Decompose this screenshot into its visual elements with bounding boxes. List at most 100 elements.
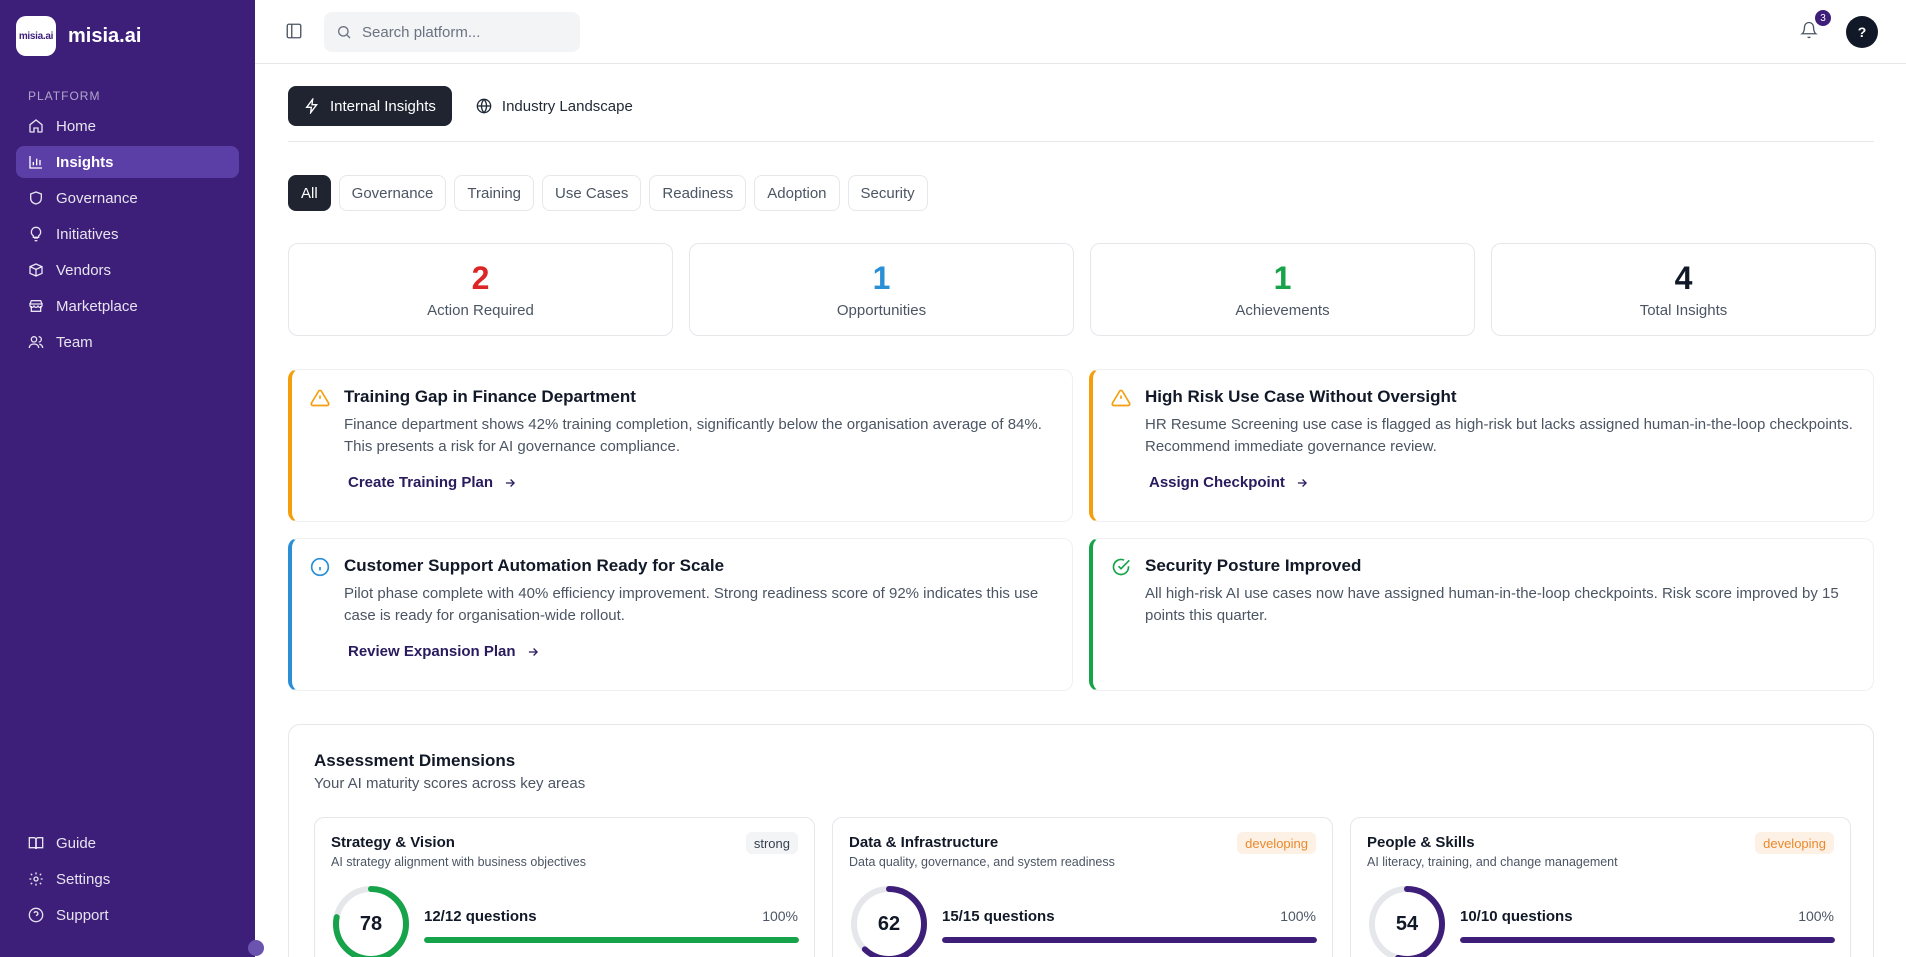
sidebar-item-insights[interactable]: Insights (16, 146, 239, 178)
insight-title: Training Gap in Finance Department (344, 387, 636, 406)
filter-security[interactable]: Security (847, 175, 928, 211)
divider (288, 141, 1874, 142)
filter-use-cases[interactable]: Use Cases (542, 175, 642, 211)
stat-label: Opportunities (836, 302, 927, 319)
questions-count: 12/12 questions (424, 908, 537, 925)
section-title: Assessment Dimensions (314, 751, 516, 770)
search-box[interactable] (324, 12, 580, 52)
tab-internal-insights[interactable]: Internal Insights (288, 86, 452, 126)
dimension-card-data[interactable]: Data & Infrastructure Data quality, gove… (832, 817, 1333, 957)
dimension-score: 78 (359, 912, 383, 935)
sidebar-item-vendors[interactable]: Vendors (16, 254, 239, 286)
brand-logo: misia.ai (16, 16, 56, 56)
sidebar-item-label: Initiatives (56, 225, 119, 243)
sidebar-item-initiatives[interactable]: Initiatives (16, 218, 239, 250)
completion-percent: 100% (1798, 908, 1834, 924)
create-training-plan-button[interactable]: Create Training Plan (348, 474, 517, 491)
bell-icon (1800, 21, 1818, 39)
assign-checkpoint-button[interactable]: Assign Checkpoint (1149, 474, 1309, 491)
sidebar-item-label: Home (56, 117, 97, 135)
stat-card-total-insights[interactable]: 4 Total Insights (1491, 243, 1876, 336)
sidebar-toggle-button[interactable] (285, 22, 303, 40)
insight-title: High Risk Use Case Without Oversight (1145, 387, 1457, 406)
category-filters: All Governance Training Use Cases Readin… (288, 175, 928, 211)
status-badge: developing (1755, 832, 1834, 854)
filter-adoption[interactable]: Adoption (754, 175, 840, 211)
stat-label: Total Insights (1639, 302, 1728, 319)
filter-governance[interactable]: Governance (338, 175, 447, 211)
sidebar-item-marketplace[interactable]: Marketplace (16, 290, 239, 322)
search-input[interactable] (362, 23, 562, 41)
gear-icon (29, 872, 43, 886)
stat-card-achievements[interactable]: 1 Achievements (1090, 243, 1475, 336)
stat-card-opportunities[interactable]: 1 Opportunities (689, 243, 1074, 336)
insight-title: Customer Support Automation Ready for Sc… (344, 556, 725, 575)
progress-bar (424, 937, 799, 943)
insight-description: Finance department shows 42% training co… (344, 416, 1042, 455)
score-gauge (333, 886, 409, 957)
progress-fill (942, 937, 1317, 943)
stat-card-action-required[interactable]: 2 Action Required (288, 243, 673, 336)
sidebar-item-label: Support (56, 906, 109, 924)
dimension-card-strategy[interactable]: Strategy & Vision AI strategy alignment … (314, 817, 815, 957)
sidebar-item-label: Insights (56, 153, 114, 171)
sidebar-item-governance[interactable]: Governance (16, 182, 239, 214)
search-icon (338, 26, 351, 39)
action-label: Assign Checkpoint (1149, 474, 1285, 491)
shield-icon (30, 191, 42, 205)
stat-value: 1 (1273, 260, 1292, 296)
sidebar-item-label: Vendors (56, 261, 112, 279)
lightbulb-icon (30, 226, 42, 242)
progress-fill (1460, 937, 1835, 943)
users-icon (28, 336, 44, 349)
insight-cards: Training Gap in Finance Department Finan… (288, 369, 1874, 691)
sidebar-item-support[interactable]: Support (16, 899, 239, 931)
tab-industry-landscape[interactable]: Industry Landscape (460, 86, 649, 126)
questions-count: 15/15 questions (942, 908, 1055, 925)
zap-icon (305, 98, 318, 114)
progress-bar (942, 937, 1317, 943)
sidebar-item-label: Team (56, 333, 93, 351)
sidebar-item-label: Guide (56, 834, 97, 852)
sidebar-item-label: Governance (56, 189, 138, 207)
review-expansion-plan-button[interactable]: Review Expansion Plan (348, 643, 540, 660)
score-arc (1369, 886, 1445, 957)
brand[interactable]: misia.ai misia.ai (16, 16, 141, 56)
info-icon (310, 557, 330, 577)
sidebar-section-label: PLATFORM (28, 89, 101, 103)
sidebar-item-home[interactable]: Home (16, 110, 239, 142)
check-circle-icon (1111, 557, 1131, 577)
arrow-right-icon (528, 647, 538, 656)
filter-readiness[interactable]: Readiness (649, 175, 747, 211)
score-arc (851, 886, 927, 957)
filter-all[interactable]: All (288, 175, 331, 211)
sidebar-item-team[interactable]: Team (16, 326, 239, 358)
notifications-button[interactable] (1800, 21, 1820, 41)
dimension-name: Strategy & Vision (331, 834, 455, 851)
status-badge: strong (745, 832, 798, 854)
insight-card: High Risk Use Case Without Oversight HR … (1089, 369, 1874, 522)
insight-description: All high-risk AI use cases now have assi… (1145, 585, 1839, 624)
view-tabs: Internal Insights Industry Landscape (288, 86, 649, 126)
insight-card: Customer Support Automation Ready for Sc… (288, 538, 1073, 691)
filter-training[interactable]: Training (454, 175, 535, 211)
summary-stats: 2 Action Required 1 Opportunities 1 Achi… (288, 243, 1876, 336)
insight-card: Training Gap in Finance Department Finan… (288, 369, 1073, 522)
tab-label: Industry Landscape (501, 97, 633, 115)
home-icon (29, 119, 43, 133)
book-icon (28, 837, 44, 850)
brand-name: misia.ai (68, 24, 142, 47)
action-label: Create Training Plan (348, 474, 494, 491)
sidebar-item-settings[interactable]: Settings (16, 863, 239, 895)
insight-card: Security Posture Improved All high-risk … (1089, 538, 1874, 691)
stat-value: 2 (471, 260, 490, 296)
panel-left-icon (286, 23, 302, 39)
progress-fill (424, 937, 799, 943)
sidebar-item-guide[interactable]: Guide (16, 827, 239, 859)
arrow-right-icon (505, 478, 516, 487)
sidebar-resize-handle[interactable] (248, 940, 264, 956)
help-button[interactable]: ? (1846, 16, 1878, 48)
sidebar-nav: Home Insights Governance Initiatives Ven… (16, 110, 239, 362)
dimension-card-people[interactable]: People & Skills AI literacy, training, a… (1350, 817, 1851, 957)
score-arc (333, 886, 409, 957)
